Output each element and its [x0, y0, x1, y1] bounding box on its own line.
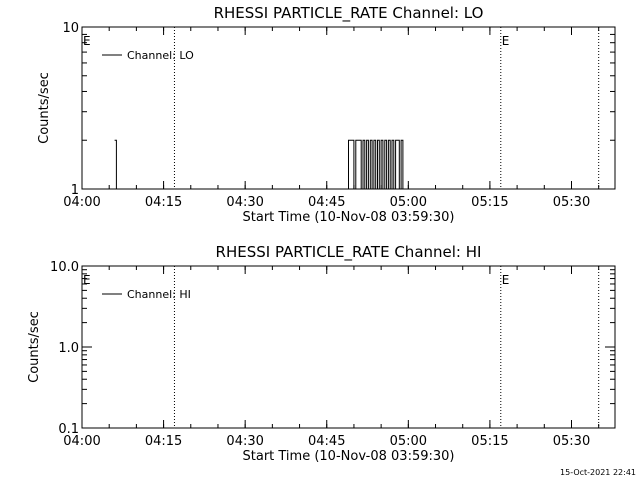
y-axis-label: Counts/sec	[27, 311, 42, 383]
event-marker-label: E	[83, 34, 91, 48]
y-tick-label: 1.0	[58, 341, 79, 356]
x-tick-label: 04:30	[226, 195, 263, 210]
x-tick-label: 05:00	[390, 434, 427, 449]
x-tick-label: 04:30	[226, 434, 263, 449]
event-marker-label: E	[502, 273, 510, 287]
x-tick-label: 05:15	[471, 195, 508, 210]
event-marker-label: E	[502, 34, 510, 48]
x-tick-label: 04:00	[63, 434, 100, 449]
x-axis-label: Start Time (10-Nov-08 03:59:30)	[243, 210, 455, 225]
x-tick-label: 05:00	[390, 195, 427, 210]
x-tick-label: 05:30	[553, 434, 590, 449]
chart-panel-hi: RHESSI PARTICLE_RATE Channel: HI 04:00 04:…	[27, 243, 616, 464]
chart-title: RHESSI PARTICLE_RATE Channel: LO	[214, 4, 484, 23]
y-tick-label: 1	[71, 183, 79, 198]
y-tick-label: 10	[62, 21, 79, 36]
y-tick-label: 0.1	[58, 422, 79, 437]
x-axis-label: Start Time (10-Nov-08 03:59:30)	[243, 449, 455, 464]
legend-label: Channel: HI	[127, 288, 191, 301]
y-tick-label: 10.0	[50, 260, 79, 275]
series-line	[114, 139, 404, 190]
event-marker-label: E	[83, 273, 91, 287]
footer-timestamp: 15-Oct-2021 22:41	[560, 468, 636, 477]
x-tick-label: 04:15	[145, 434, 182, 449]
chart-title: RHESSI PARTICLE_RATE Channel: HI	[216, 243, 482, 262]
chart-panel-lo: RHESSI PARTICLE_RATE Channel: LO 04:00 04:…	[37, 4, 616, 225]
y-axis-label: Counts/sec	[37, 72, 52, 144]
x-tick-label: 05:30	[553, 195, 590, 210]
x-tick-label: 04:15	[145, 195, 182, 210]
x-tick-label: 04:45	[308, 195, 345, 210]
x-tick-label: 05:15	[471, 434, 508, 449]
x-tick-label: 04:45	[308, 434, 345, 449]
x-tick-label: 04:00	[63, 195, 100, 210]
legend-label: Channel: LO	[127, 49, 194, 62]
